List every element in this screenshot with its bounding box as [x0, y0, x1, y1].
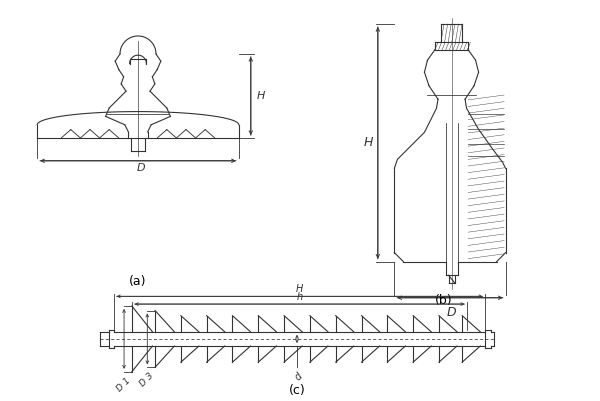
- Text: (a): (a): [129, 275, 147, 288]
- Text: D 1: D 1: [115, 376, 132, 393]
- Text: (b): (b): [435, 294, 453, 307]
- Text: d: d: [293, 371, 304, 383]
- Text: D 3: D 3: [138, 371, 155, 389]
- Text: h: h: [296, 292, 302, 302]
- Text: (c): (c): [289, 384, 305, 397]
- Text: H: H: [364, 136, 373, 149]
- Text: H: H: [296, 284, 303, 294]
- Text: H: H: [257, 91, 265, 101]
- Text: D: D: [447, 306, 457, 319]
- Text: D: D: [137, 163, 145, 173]
